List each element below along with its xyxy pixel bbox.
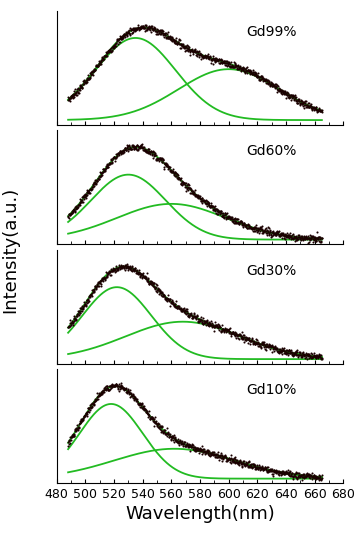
Text: Intensity(a.u.): Intensity(a.u.) — [2, 187, 19, 313]
Text: Gd10%: Gd10% — [246, 383, 296, 397]
Text: Gd60%: Gd60% — [246, 144, 296, 158]
Text: Gd30%: Gd30% — [246, 263, 296, 277]
X-axis label: Wavelength(nm): Wavelength(nm) — [125, 506, 275, 523]
Text: Gd99%: Gd99% — [246, 24, 296, 39]
